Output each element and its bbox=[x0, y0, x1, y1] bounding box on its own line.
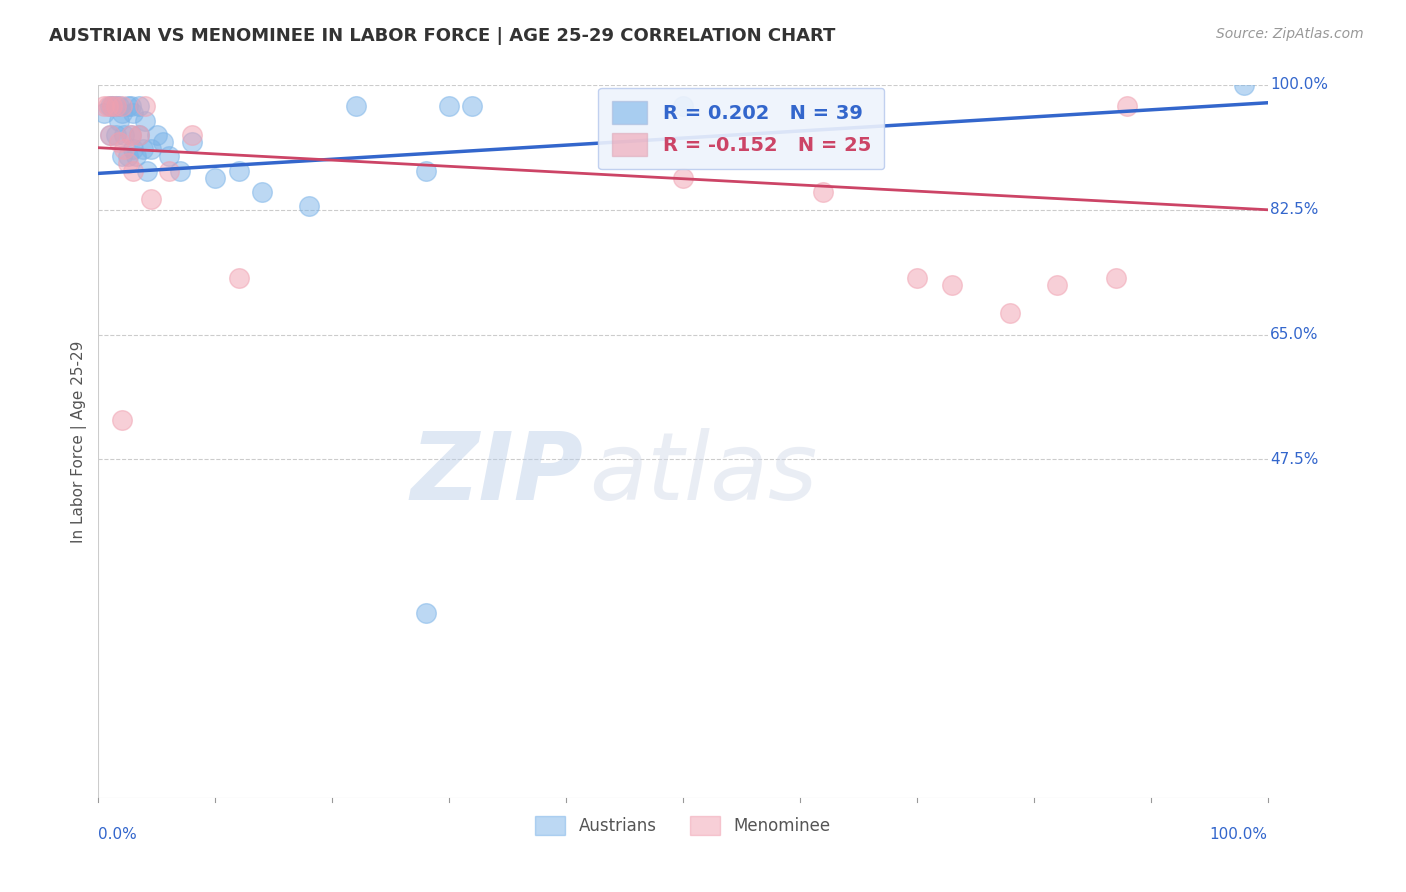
Point bbox=[132, 142, 155, 156]
Point bbox=[157, 149, 180, 163]
Text: 100.0%: 100.0% bbox=[1209, 827, 1268, 842]
Point bbox=[146, 128, 169, 142]
Point bbox=[104, 128, 127, 142]
Point bbox=[111, 99, 134, 113]
Point bbox=[139, 192, 162, 206]
Point bbox=[905, 270, 928, 285]
Point bbox=[128, 128, 150, 142]
Point bbox=[941, 277, 963, 292]
Point bbox=[98, 128, 121, 142]
Point bbox=[111, 106, 134, 120]
Point bbox=[1046, 277, 1069, 292]
Point bbox=[101, 99, 124, 113]
Point bbox=[250, 185, 273, 199]
Point bbox=[120, 128, 142, 142]
Text: 82.5%: 82.5% bbox=[1270, 202, 1319, 218]
Point bbox=[180, 135, 202, 149]
Point bbox=[93, 99, 115, 113]
Point bbox=[1000, 306, 1022, 320]
Point bbox=[344, 99, 367, 113]
Point bbox=[1116, 99, 1139, 113]
Point bbox=[134, 99, 156, 113]
Point bbox=[117, 156, 139, 170]
Point bbox=[122, 142, 145, 156]
Text: 0.0%: 0.0% bbox=[98, 827, 138, 842]
Point bbox=[136, 163, 159, 178]
Point bbox=[93, 106, 115, 120]
Point bbox=[112, 142, 135, 156]
Point bbox=[813, 185, 835, 199]
Point bbox=[228, 163, 250, 178]
Point bbox=[108, 135, 131, 149]
Point bbox=[108, 99, 131, 113]
Point bbox=[169, 163, 191, 178]
Text: ZIP: ZIP bbox=[411, 427, 583, 520]
Text: Source: ZipAtlas.com: Source: ZipAtlas.com bbox=[1216, 27, 1364, 41]
Point bbox=[180, 128, 202, 142]
Point bbox=[125, 149, 148, 163]
Point bbox=[97, 99, 120, 113]
Point bbox=[152, 135, 174, 149]
Point bbox=[415, 163, 437, 178]
Point bbox=[204, 170, 226, 185]
Point bbox=[672, 170, 695, 185]
Text: 47.5%: 47.5% bbox=[1270, 452, 1319, 467]
Point bbox=[101, 99, 124, 113]
Point bbox=[111, 413, 134, 427]
Point bbox=[415, 606, 437, 620]
Point bbox=[117, 149, 139, 163]
Y-axis label: In Labor Force | Age 25-29: In Labor Force | Age 25-29 bbox=[72, 341, 87, 542]
Text: 65.0%: 65.0% bbox=[1270, 327, 1319, 342]
Point bbox=[98, 128, 121, 142]
Point bbox=[437, 99, 460, 113]
Point bbox=[1233, 78, 1256, 92]
Point bbox=[98, 99, 121, 113]
Point bbox=[134, 113, 156, 128]
Point bbox=[117, 99, 139, 113]
Point bbox=[120, 128, 142, 142]
Text: AUSTRIAN VS MENOMINEE IN LABOR FORCE | AGE 25-29 CORRELATION CHART: AUSTRIAN VS MENOMINEE IN LABOR FORCE | A… bbox=[49, 27, 835, 45]
Point bbox=[672, 99, 695, 113]
Point bbox=[122, 106, 145, 120]
Point bbox=[112, 128, 135, 142]
Point bbox=[139, 142, 162, 156]
Point bbox=[120, 99, 142, 113]
Point bbox=[128, 99, 150, 113]
Text: 100.0%: 100.0% bbox=[1270, 78, 1327, 93]
Point bbox=[1104, 270, 1126, 285]
Point bbox=[122, 163, 145, 178]
Point bbox=[111, 149, 134, 163]
Point bbox=[108, 113, 131, 128]
Point bbox=[228, 270, 250, 285]
Text: atlas: atlas bbox=[589, 428, 818, 519]
Point bbox=[298, 199, 321, 213]
Point bbox=[461, 99, 484, 113]
Point bbox=[104, 99, 127, 113]
Legend: Austrians, Menominee: Austrians, Menominee bbox=[527, 807, 839, 843]
Point bbox=[128, 128, 150, 142]
Point bbox=[157, 163, 180, 178]
Point bbox=[104, 99, 127, 113]
